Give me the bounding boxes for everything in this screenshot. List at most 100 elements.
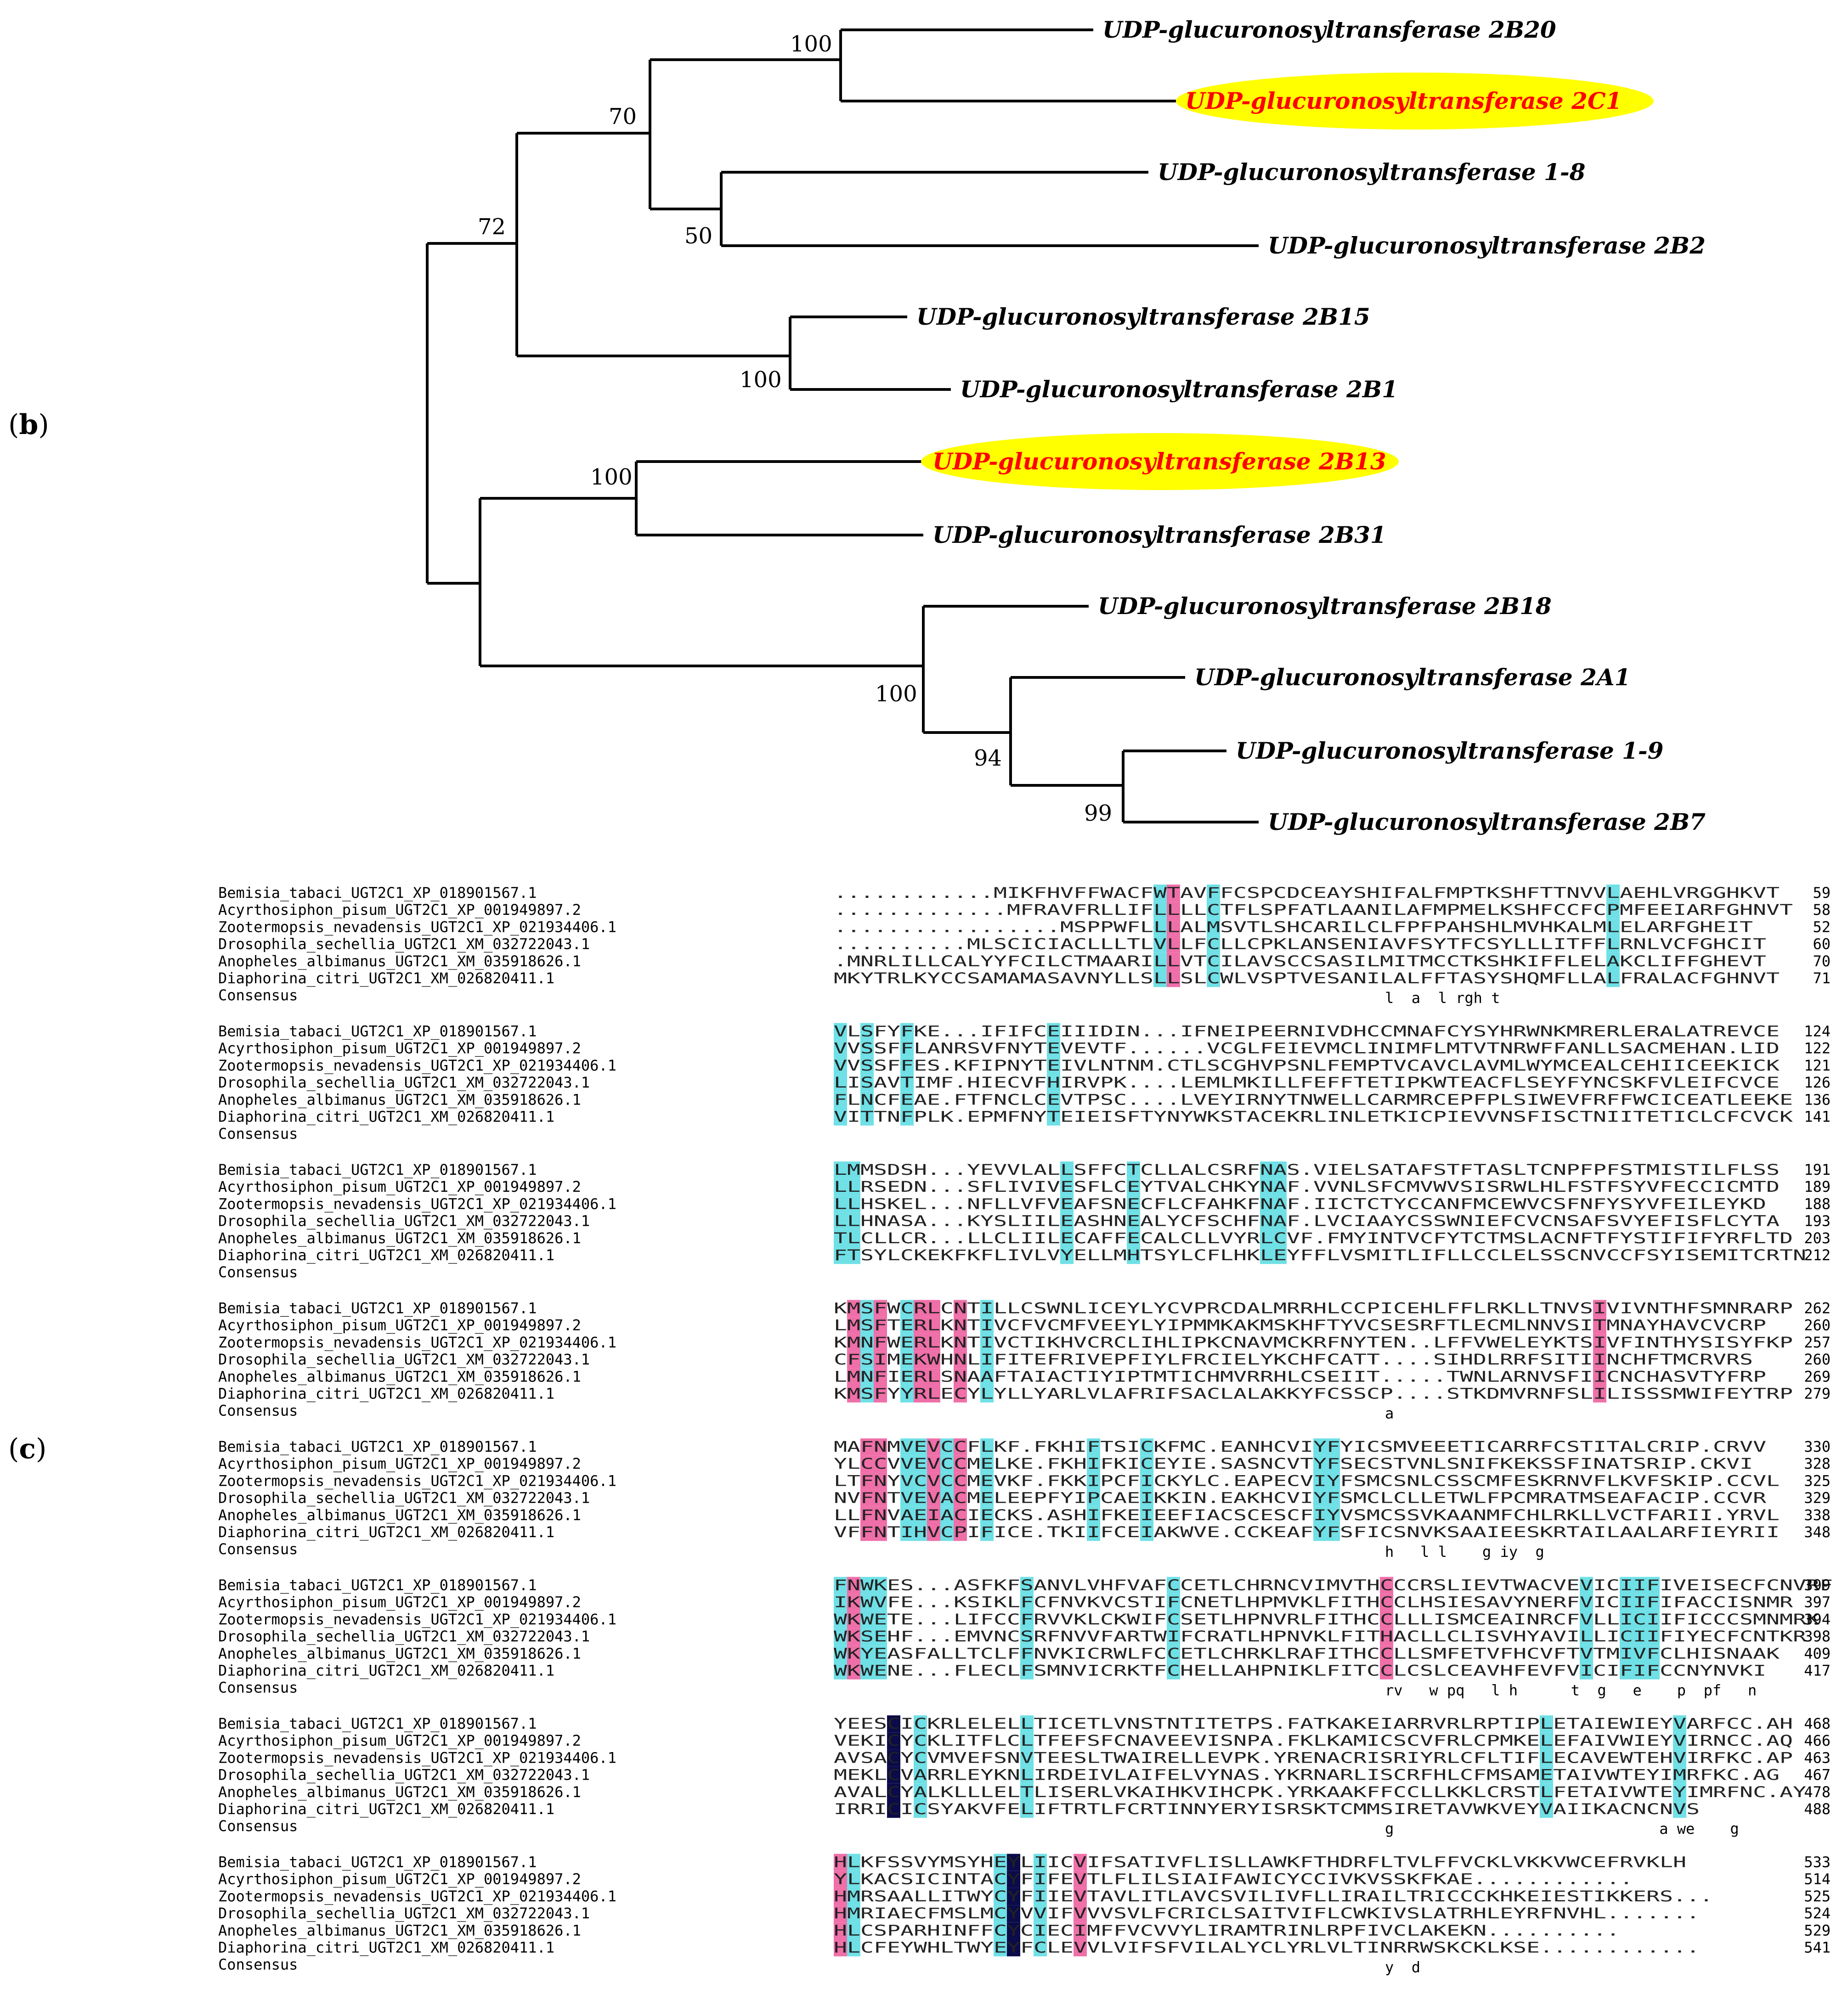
conservation-shade bbox=[847, 1385, 860, 1403]
species-name: Bemisia_tabaci_UGT2C1_XP_018901567.1 bbox=[218, 1715, 537, 1732]
consensus-row: l a l rgh t bbox=[1385, 989, 1500, 1007]
conservation-shade bbox=[1167, 1594, 1180, 1611]
conservation-shade bbox=[1620, 1628, 1633, 1646]
conservation-shade bbox=[1127, 1247, 1140, 1264]
bootstrap-value: 100 bbox=[590, 464, 633, 490]
conservation-shade bbox=[847, 1854, 860, 1871]
position-number: 188 bbox=[1804, 1195, 1831, 1212]
conservation-shade bbox=[860, 1611, 874, 1629]
sequence-row: FLNCFEAE.FTFNCLCEVTPSC....LVEYIRNYTNWELL… bbox=[834, 1091, 1793, 1108]
leaf-label: UDP-glucuronosyltransferase 1-8 bbox=[1158, 158, 1585, 186]
conservation-shade bbox=[847, 1247, 860, 1264]
conservation-shade bbox=[954, 1506, 967, 1524]
conservation-shade bbox=[1007, 1888, 1020, 1905]
conservation-shade bbox=[1074, 1854, 1087, 1871]
conservation-shade bbox=[860, 1334, 874, 1352]
conservation-shade bbox=[900, 1506, 914, 1524]
conservation-shade bbox=[1140, 1524, 1153, 1541]
conservation-shade bbox=[1540, 1749, 1553, 1767]
conservation-shade bbox=[860, 1662, 874, 1680]
conservation-shade bbox=[914, 1489, 927, 1507]
conservation-shade bbox=[1593, 1368, 1606, 1386]
conservation-shade bbox=[1633, 1611, 1646, 1629]
species-name: Acyrthosiphon_pisum_UGT2C1_XP_001949897.… bbox=[218, 1040, 581, 1057]
conservation-shade bbox=[1140, 1489, 1153, 1507]
conservation-shade bbox=[980, 1455, 994, 1473]
alignment-block: Bemisia_tabaci_UGT2C1_XP_018901567.1 FNWK… bbox=[218, 1577, 1833, 1699]
species-name: Zootermopsis_nevadensis_UGT2C1_XP_021934… bbox=[218, 1057, 616, 1074]
conservation-shade bbox=[834, 1091, 847, 1109]
conservation-shade bbox=[834, 1040, 847, 1057]
conservation-shade bbox=[1047, 1057, 1060, 1075]
conservation-shade bbox=[1313, 1489, 1327, 1507]
conservation-shade bbox=[1127, 1229, 1140, 1247]
conservation-shade bbox=[847, 1195, 860, 1213]
conservation-shade bbox=[860, 1506, 874, 1524]
position-number: 533 bbox=[1804, 1854, 1831, 1871]
conservation-shade bbox=[1207, 970, 1220, 987]
conservation-shade bbox=[980, 1334, 994, 1352]
conservation-shade bbox=[847, 1888, 860, 1905]
conservation-shade bbox=[1087, 1489, 1100, 1507]
conservation-shade bbox=[887, 1749, 900, 1767]
conservation-shade bbox=[1620, 1662, 1633, 1680]
alignment-block: Bemisia_tabaci_UGT2C1_XP_018901567.1 VLSF… bbox=[218, 1023, 1831, 1143]
sequence-row: .............MFRAVFRLLIFLLLLCTFLSPFATLAA… bbox=[834, 901, 1793, 919]
conservation-shade bbox=[887, 1732, 900, 1750]
species-name: Bemisia_tabaci_UGT2C1_XP_018901567.1 bbox=[218, 1300, 537, 1317]
conservation-shade bbox=[874, 1628, 887, 1646]
conservation-shade bbox=[994, 1939, 1007, 1956]
conservation-shade bbox=[860, 1438, 874, 1456]
conservation-shade bbox=[940, 1489, 954, 1507]
conservation-shade bbox=[927, 1489, 940, 1507]
leaf-label: UDP-glucuronosyltransferase 2B18 bbox=[1098, 592, 1552, 620]
sequence-row: LMNFIERLSNAAFTAIACTIYIPTMTICHMVRRHLCSEII… bbox=[834, 1368, 1766, 1385]
position-number: 394 bbox=[1804, 1611, 1831, 1628]
conservation-shade bbox=[1646, 1594, 1660, 1611]
species-name: Anopheles_albimanus_UGT2C1_XM_035918626.… bbox=[218, 1645, 581, 1662]
position-number: 141 bbox=[1804, 1108, 1831, 1126]
conservation-shade bbox=[874, 1594, 887, 1611]
conservation-shade bbox=[847, 1628, 860, 1646]
conservation-shade bbox=[860, 1300, 874, 1317]
highlight-ellipse bbox=[1176, 73, 1654, 130]
conservation-shade bbox=[1260, 1229, 1273, 1247]
conservation-shade bbox=[1593, 1300, 1606, 1317]
conservation-shade bbox=[914, 1506, 927, 1524]
position-number: 260 bbox=[1804, 1351, 1831, 1368]
conservation-shade bbox=[1580, 1645, 1593, 1663]
alignment-block: Bemisia_tabaci_UGT2C1_XP_018901567.1 KMSF… bbox=[218, 1300, 1831, 1422]
conservation-shade bbox=[860, 1594, 874, 1611]
conservation-shade bbox=[914, 1385, 927, 1403]
conservation-shade bbox=[1273, 1161, 1287, 1179]
conservation-shade bbox=[1593, 1334, 1606, 1352]
panel-label-c: (c) bbox=[8, 1433, 46, 1465]
leaf-label: UDP-glucuronosyltransferase 2B2 bbox=[1268, 232, 1706, 259]
conservation-shade bbox=[1273, 1247, 1287, 1264]
conservation-shade bbox=[914, 1749, 927, 1767]
conservation-shade bbox=[1047, 1091, 1060, 1109]
conservation-shade bbox=[1540, 1801, 1553, 1818]
conservation-shade bbox=[874, 1317, 887, 1334]
bootstrap-value: 70 bbox=[609, 104, 637, 130]
highlight-ellipse bbox=[921, 433, 1399, 490]
conservation-shade bbox=[1606, 902, 1620, 919]
sequence-row: VEKICYCKLITFLCLTFEFSFCNAVEEVISNPA.FKLKAM… bbox=[834, 1732, 1793, 1749]
consensus-label: Consensus bbox=[218, 1679, 298, 1697]
conservation-shade bbox=[1167, 1645, 1180, 1663]
conservation-shade bbox=[1606, 953, 1620, 970]
conservation-shade bbox=[834, 1229, 847, 1247]
conservation-shade bbox=[860, 1023, 874, 1040]
conservation-shade bbox=[1034, 1905, 1047, 1922]
conservation-shade bbox=[914, 1524, 927, 1541]
conservation-shade bbox=[927, 1455, 940, 1473]
species-name: Diaphorina_citri_UGT2C1_XM_026820411.1 bbox=[218, 1523, 554, 1541]
species-name: Diaphorina_citri_UGT2C1_XM_026820411.1 bbox=[218, 970, 554, 987]
sequence-row: LMMSDSH...YEVVLALLSFFCTCLLALCSRFNAS.VIEL… bbox=[834, 1161, 1780, 1178]
sequence-row: LLHNASA...KYSLIILEASHNEALYCFSCHFNAF.LVCI… bbox=[834, 1212, 1780, 1230]
position-number: 329 bbox=[1804, 1489, 1831, 1507]
conservation-shade bbox=[1140, 1455, 1153, 1473]
conservation-shade bbox=[874, 1472, 887, 1490]
conservation-shade bbox=[1580, 1628, 1593, 1646]
conservation-shade bbox=[900, 1074, 914, 1092]
